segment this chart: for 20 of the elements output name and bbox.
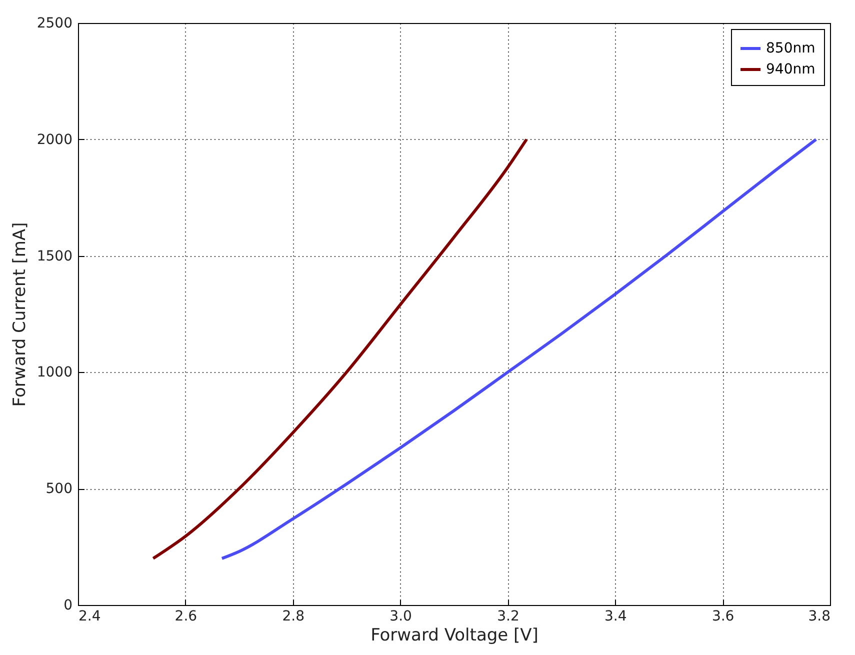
x-tick-label: 3.0 xyxy=(390,608,412,624)
line-series xyxy=(152,138,528,560)
y-tick-label: 2500 xyxy=(36,16,72,32)
x-axis-title: Forward Voltage [V] xyxy=(370,626,538,646)
legend-label: 940nm xyxy=(766,62,816,78)
y-tick-label: 0 xyxy=(64,598,72,614)
y-tick-label: 500 xyxy=(46,481,72,498)
y-tick-label: 2000 xyxy=(36,132,72,148)
y-axis-title: Forward Current [mA] xyxy=(10,222,30,407)
legend-label: 850nm xyxy=(766,40,816,56)
x-tick-label: 3.8 xyxy=(808,608,830,624)
x-tick-label: 3.6 xyxy=(712,608,734,624)
y-tick-label: 1500 xyxy=(36,248,72,264)
x-tick-label: 3.2 xyxy=(497,608,520,624)
x-tick-label: 2.6 xyxy=(174,608,198,624)
y-tick-label: 1000 xyxy=(36,364,72,381)
x-tick-label: 2.4 xyxy=(78,608,101,624)
x-tick-label: 3.4 xyxy=(604,608,627,624)
x-tick-label: 2.8 xyxy=(282,608,304,624)
line-series xyxy=(220,138,818,560)
